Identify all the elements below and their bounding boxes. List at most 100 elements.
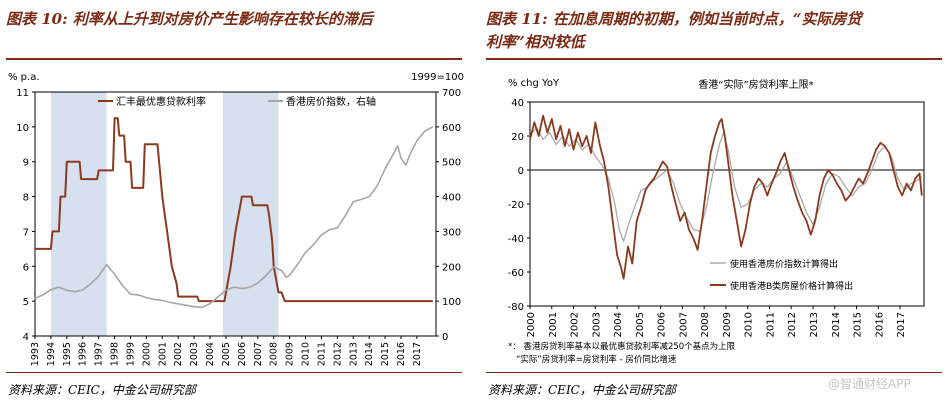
right-tick-label: 0: [442, 332, 448, 343]
x-tick-label: 1999: [125, 342, 136, 366]
right-figure-title-line2: 利率”相对较低: [486, 33, 585, 51]
right-footnote-2: “实际”房贷利率=房贷利率 - 房价同比增速: [516, 354, 677, 365]
x-tick-label: 2001: [548, 312, 559, 337]
x-tick-label: 2015: [380, 342, 391, 366]
right-legend: 使用香港房价指数计算得出 使用香港B类房屋价格计算得出: [706, 250, 920, 300]
right-y-label: % chg YoY: [508, 78, 560, 89]
right-title-rule: [486, 58, 942, 60]
x-tick-label: 2010: [301, 342, 312, 366]
x-tick-label: 1996: [78, 342, 89, 366]
left-tick-label: 4: [23, 332, 29, 343]
x-tick-label: 2017: [896, 312, 907, 337]
x-tick-label: 2006: [657, 312, 668, 337]
left-plot-frame: [34, 91, 437, 337]
x-tick-label: 2003: [189, 342, 200, 366]
right-source: 资料来源：CEIC，中金公司研究部: [488, 383, 676, 397]
x-tick-label: 2007: [253, 342, 264, 366]
x-tick-label: 2011: [765, 312, 776, 337]
left-tick-label: 7: [23, 227, 29, 238]
x-tick-label: 1998: [110, 342, 121, 366]
house-price-index-line: [34, 126, 434, 309]
x-axis-ticks: 1993 1994 1995 1996 1997 1998 1999 2000 2001 2002…: [30, 336, 423, 366]
right-axis-ticks: 0 100 200 300 400 500 600 700: [436, 88, 461, 343]
y-tick-label: -80: [508, 302, 524, 313]
left-tick-label: 8: [23, 193, 29, 204]
x-tick-label: 1994: [46, 342, 57, 366]
legend-rate-label: 汇丰最优惠贷款利率: [116, 95, 206, 108]
legend-price-label: 香港房价指数，右轴: [286, 95, 376, 108]
x-tick-label: 2014: [364, 342, 375, 366]
right-tick-label: 300: [442, 227, 461, 238]
x-tick-label: 2011: [316, 342, 327, 366]
x-tick-label: 2016: [874, 312, 885, 337]
x-tick-label: 2004: [613, 312, 624, 337]
right-x-ticks: 2000 2001 2002 2003 2004 2005 2006 2007 2008 2009…: [526, 306, 907, 337]
legend-index-label: 使用香港房价指数计算得出: [730, 258, 838, 270]
watermark: @智通财经APP: [828, 377, 911, 391]
x-tick-label: 2013: [348, 342, 359, 366]
right-figure-title-line1: 图表 11: 在加息周期的初期，例如当前时点，“实际房贷: [486, 10, 862, 28]
x-tick-label: 2008: [269, 342, 280, 366]
x-tick-label: 2016: [396, 342, 407, 366]
left-source-rule: [6, 372, 462, 373]
x-tick-label: 1995: [62, 342, 73, 366]
right-tick-label: 500: [442, 158, 461, 169]
right-footnote-1: *： 香港房贷利率基本以最优惠贷款利率减250个基点为上限: [508, 341, 736, 352]
right-y-ticks: -80 -60 -40 -20 0 20 40: [508, 98, 924, 313]
y-tick-label: -40: [508, 234, 524, 245]
y-tick-label: 0: [518, 166, 524, 177]
x-tick-label: 2014: [831, 312, 842, 337]
x-tick-label: 2000: [526, 312, 537, 337]
right-source-rule: [486, 372, 942, 373]
x-tick-label: 1997: [94, 342, 105, 366]
x-tick-label: 2008: [700, 312, 711, 337]
right-tick-label: 400: [442, 193, 461, 204]
left-axis-ticks: 4 5 6 7 8 9 10 11: [16, 88, 35, 343]
x-tick-label: 2013: [809, 312, 820, 337]
left-chart-lines: [34, 117, 434, 309]
left-tick-label: 5: [23, 297, 29, 308]
left-tick-label: 11: [16, 88, 29, 99]
x-tick-label: 2006: [237, 342, 248, 366]
x-tick-label: 2003: [591, 312, 602, 337]
shaded-period-2: [222, 92, 279, 336]
right-chart-lines: [529, 114, 923, 280]
y-tick-label: 20: [511, 132, 524, 143]
x-tick-label: 2009: [722, 312, 733, 337]
x-tick-label: 2009: [285, 342, 296, 366]
x-tick-label: 2002: [570, 312, 581, 337]
x-tick-label: 2001: [157, 342, 168, 366]
x-tick-label: 1993: [30, 342, 41, 366]
left-tick-label: 10: [16, 123, 29, 134]
x-tick-label: 2007: [678, 312, 689, 337]
x-tick-label: 2012: [787, 312, 798, 337]
right-tick-label: 600: [442, 123, 461, 134]
right-axis-label: 1999=100: [411, 72, 464, 83]
y-tick-label: -20: [508, 200, 524, 211]
legend-classb-label: 使用香港B类房屋价格计算得出: [730, 280, 853, 292]
left-figure-title: 图表 10: 利率从上升到对房价产生影响存在较长的滞后: [6, 10, 373, 28]
classb-real-rate-line: [529, 114, 923, 280]
left-tick-label: 6: [23, 262, 29, 273]
right-tick-label: 100: [442, 297, 461, 308]
y-tick-label: 40: [511, 98, 524, 109]
left-title-rule: [6, 58, 462, 60]
x-tick-label: 2010: [744, 312, 755, 337]
prime-rate-line: [35, 117, 433, 303]
x-tick-label: 2012: [332, 342, 343, 366]
left-tick-label: 9: [23, 158, 29, 169]
right-tick-label: 700: [442, 88, 461, 99]
x-tick-label: 2000: [141, 342, 152, 366]
x-tick-label: 2005: [221, 342, 232, 366]
x-tick-label: 2002: [173, 342, 184, 366]
left-source: 资料来源：CEIC，中金公司研究部: [8, 383, 196, 397]
left-axis-label: % p.a.: [8, 72, 40, 83]
right-chart-title: 香港“实际”房贷利率上限*: [698, 78, 813, 91]
right-chart: 香港“实际”房贷利率上限* % chg YoY -80 -60 -40 -20 0 20 4…: [508, 78, 925, 365]
left-legend: 汇丰最优惠贷款利率 香港房价指数，右轴: [98, 95, 376, 108]
right-tick-label: 200: [442, 262, 461, 273]
right-legend-box: [706, 250, 920, 300]
x-tick-label: 2015: [853, 312, 864, 337]
x-tick-label: 2017: [412, 342, 423, 366]
